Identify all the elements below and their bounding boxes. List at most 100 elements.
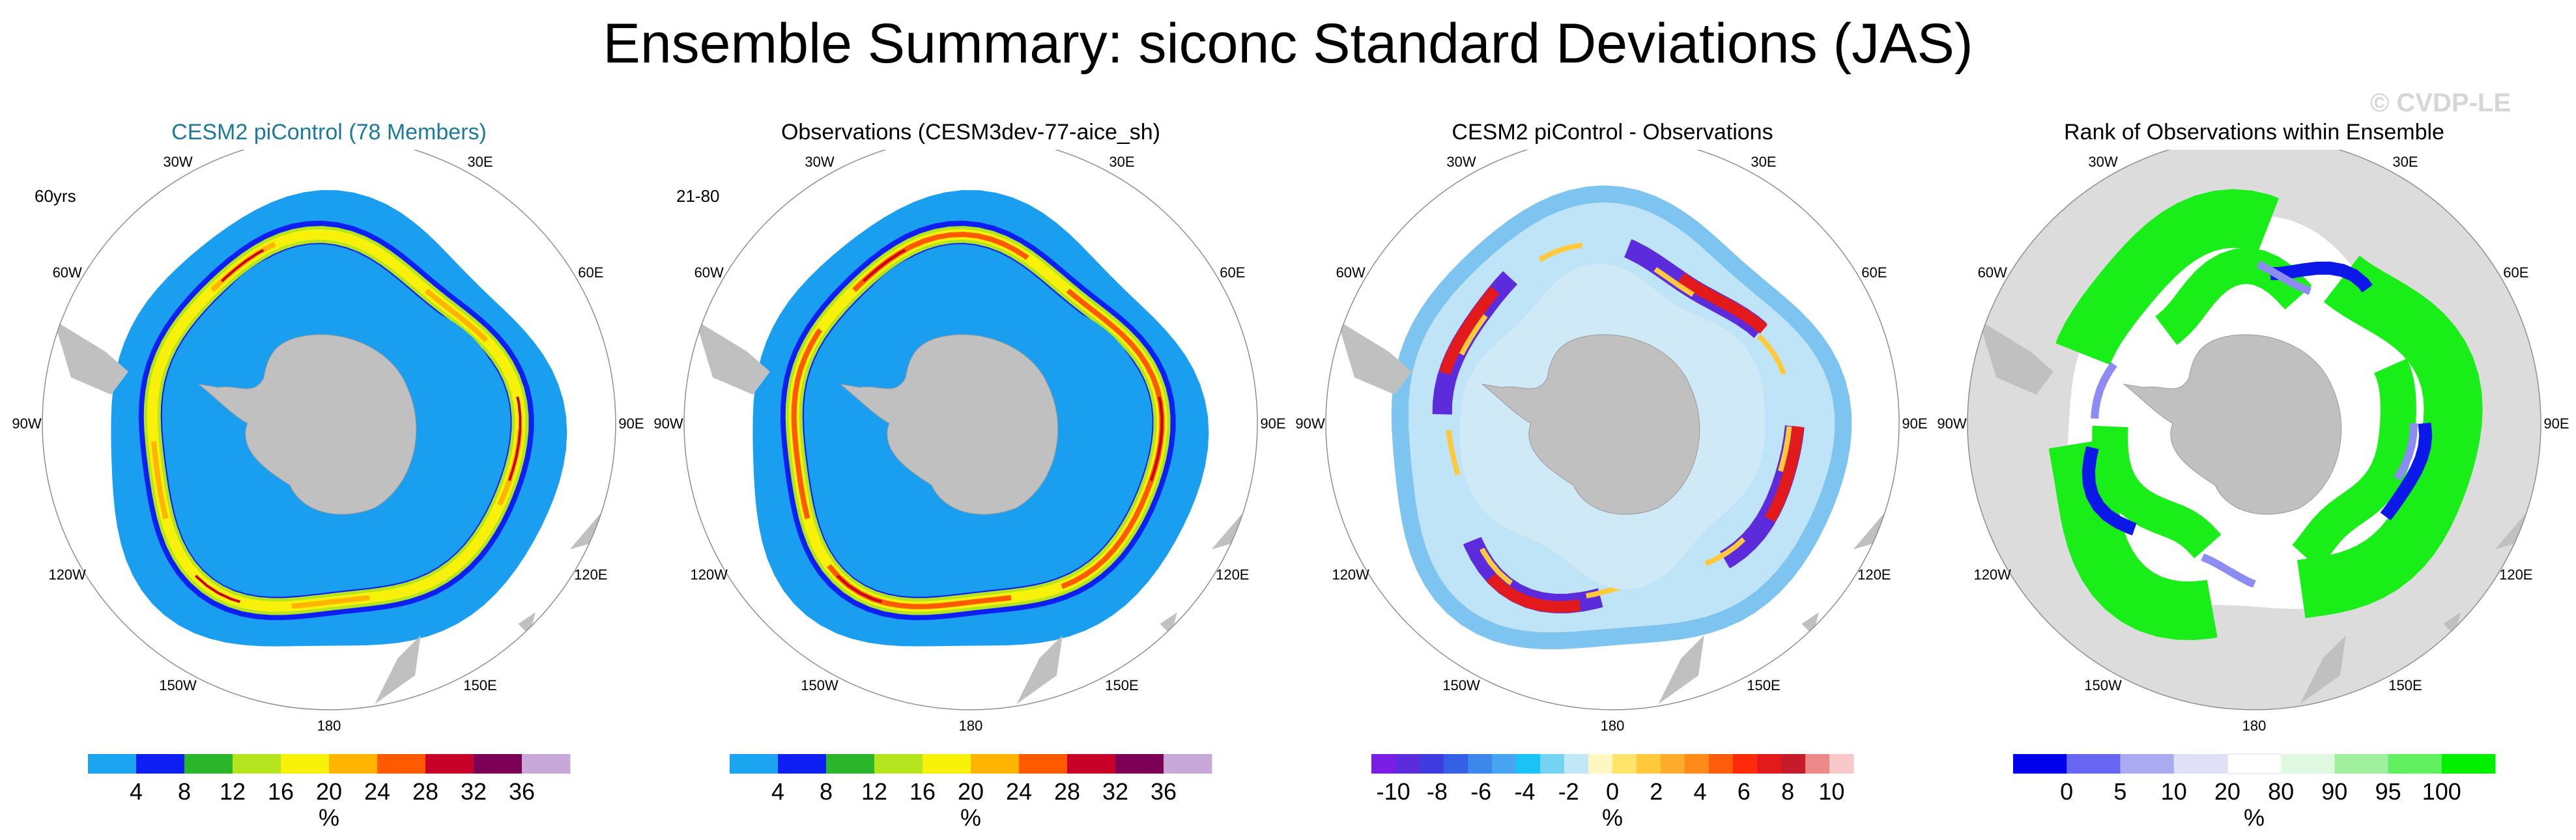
map-panel-cesm2-picontrol: CESM2 piControl (78 Members) 60yrs 030E6…	[10, 111, 648, 833]
colorbar-swatch	[1540, 754, 1565, 774]
new-zealand-landmass	[2300, 635, 2346, 705]
colorbar-swatch	[1395, 754, 1420, 774]
longitude-label: 30W	[805, 154, 834, 170]
longitude-label: 90W	[1295, 415, 1324, 432]
colorbar-swatch	[1492, 754, 1517, 774]
colorbar-swatch	[1420, 754, 1444, 774]
longitude-label: 150W	[159, 677, 197, 693]
colorbar-tick-label: 6	[1738, 778, 1751, 805]
longitude-label: 120E	[2499, 567, 2532, 583]
colorbar-tick-label: 8	[820, 778, 833, 805]
period-label: 60yrs	[35, 186, 76, 206]
colorbar-swatch	[136, 754, 185, 774]
longitude-label: 30E	[1751, 154, 1776, 170]
map-boundary	[42, 150, 616, 710]
colorbar-swatch	[2334, 754, 2388, 774]
diff-positive-band	[1433, 230, 1805, 613]
colorbar-swatch	[474, 754, 522, 774]
colorbar-swatch	[971, 754, 1020, 774]
colorbar-tick-label: 10	[1818, 778, 1844, 805]
colorbar-swatch	[2173, 754, 2228, 774]
colorbar-swatch	[1637, 754, 1661, 774]
map-boundary	[1967, 150, 2541, 710]
longitude-label: 120W	[1973, 567, 2011, 583]
colorbar-tick-label: 4	[771, 778, 784, 805]
antarctica-landmass	[1481, 334, 1700, 515]
map-boundary	[1325, 150, 1900, 710]
south-america-landmass	[1337, 320, 1412, 395]
colorbar-swatch	[730, 754, 779, 774]
colorbar-tick-label: 16	[909, 778, 936, 805]
colorbar-swatch	[923, 754, 971, 774]
colorbar-swatch	[2281, 754, 2335, 774]
map-panel-difference: CESM2 piControl - Observations 0 30E 60E 90…	[1293, 111, 1932, 833]
longitude-label: 60E	[1220, 264, 1245, 281]
colorbar-swatch	[1019, 754, 1068, 774]
longitude-label: 120E	[574, 567, 607, 583]
ice-band	[791, 231, 1165, 609]
colorbar-tick-label: 8	[1781, 778, 1794, 805]
longitude-label: 90E	[2543, 415, 2569, 432]
longitude-label: 60W	[53, 264, 82, 281]
colorbar-tick-label: 20	[316, 778, 342, 805]
colorbar-tick-label: -2	[1558, 778, 1579, 805]
colorbar-tick-label: 5	[2113, 778, 2126, 805]
longitude-label: 90W	[1937, 415, 1966, 432]
antarctica-landmass	[2123, 334, 2342, 515]
colorbar-swatch	[1805, 754, 1830, 774]
longitude-label: 180	[2242, 718, 2267, 734]
colorbar-tick-label: -8	[1427, 778, 1448, 805]
colorbar-tick-label: 12	[220, 778, 246, 805]
watermark: © CVDP-LE	[2369, 89, 2511, 117]
colorbar-swatch	[2067, 754, 2121, 774]
longitude-label: 30W	[1446, 154, 1476, 170]
colorbar-swatch	[1067, 754, 1116, 774]
colorbar-tick-label: 0	[1606, 778, 1619, 805]
longitude-label: 60E	[578, 264, 603, 281]
colorbar-tick-label: 8	[178, 778, 191, 805]
colorbar-swatch	[2120, 754, 2175, 774]
colorbar-swatch	[826, 754, 875, 774]
colorbar-tick-label: 10	[2161, 778, 2187, 805]
colorbar-swatch	[1164, 754, 1212, 774]
map-panel-rank: Rank of Observations within Ensemble 0 30…	[1935, 111, 2573, 833]
colorbar-tick-label: 100	[2422, 778, 2461, 805]
australia-landmass	[1211, 509, 1252, 550]
colorbar-swatch	[1516, 754, 1541, 774]
panel-title: Rank of Observations within Ensemble	[2064, 120, 2444, 145]
colorbar-swatch	[1468, 754, 1493, 774]
tasmania-landmass	[2443, 612, 2461, 636]
longitude-label: 90E	[1260, 415, 1285, 432]
longitude-label: 150W	[2084, 677, 2122, 693]
colorbar-swatch	[1371, 754, 1396, 774]
colorbar-tick-label: 20	[2214, 778, 2240, 805]
colorbar-tick-label: 32	[461, 778, 487, 805]
colorbar-swatch	[233, 754, 281, 774]
colorbar-swatch	[1564, 754, 1589, 774]
colorbar-swatch	[1588, 754, 1613, 774]
panel-title: CESM2 piControl - Observations	[1452, 120, 1773, 145]
colorbar-tick-label: 36	[509, 778, 535, 805]
colorbar-tick-label: 90	[2321, 778, 2347, 805]
australia-landmass	[569, 509, 610, 550]
longitude-label: 120E	[1857, 567, 1891, 583]
longitude-label: 150W	[1442, 677, 1480, 693]
colorbar-tick-label: 16	[268, 778, 294, 805]
colorbar: 4 8 12 16 20 24 28 32 36%	[730, 754, 1212, 831]
panel-title: CESM2 piControl (78 Members)	[171, 120, 487, 145]
colorbar-swatch	[874, 754, 923, 774]
tasmania-landmass	[518, 612, 536, 636]
colorbar-tick-label: 24	[1006, 778, 1032, 805]
new-zealand-landmass	[1016, 635, 1063, 705]
colorbar-unit-label: %	[2244, 804, 2265, 831]
period-label: 21-80	[676, 186, 720, 206]
colorbar-tick-label: 12	[861, 778, 887, 805]
antarctica-landmass	[839, 334, 1059, 515]
colorbar-unit-label: %	[960, 804, 981, 831]
longitude-label: 150E	[1105, 677, 1138, 693]
longitude-label: 30E	[1109, 154, 1134, 170]
longitude-label: 60W	[1978, 264, 2007, 281]
colorbar-tick-label: 95	[2375, 778, 2401, 805]
colorbar-swatch	[522, 754, 571, 774]
colorbar-tick-label: 32	[1102, 778, 1128, 805]
